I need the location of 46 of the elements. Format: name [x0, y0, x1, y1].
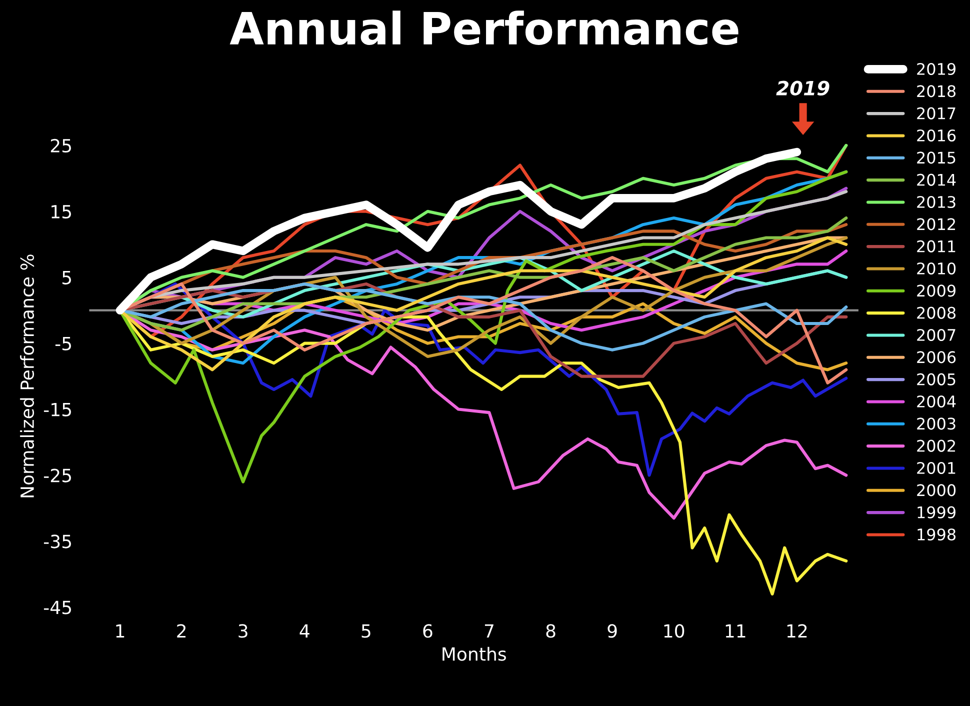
y-tick-label: -35	[44, 534, 71, 548]
y-axis-title: Normalized Performance %	[20, 254, 34, 498]
y-tick-label: -15	[44, 402, 71, 416]
y-tick-label: 25	[50, 138, 71, 153]
legend-label: 2005	[917, 373, 956, 386]
legend-label: 2013	[917, 196, 956, 208]
x-tick-label: 12	[787, 624, 807, 638]
legend-label: 2004	[917, 395, 956, 408]
legend-label: 2014	[917, 174, 956, 186]
legend-label: 2001	[917, 462, 956, 474]
legend-label: 1999	[918, 506, 956, 518]
x-tick-label: 10	[664, 624, 684, 638]
legend-label: 2010	[917, 262, 956, 275]
legend-label: 2015	[917, 152, 956, 164]
legend-label: 2000	[917, 484, 956, 496]
legend-label: 2019	[917, 62, 956, 76]
x-tick-label: 5	[362, 624, 370, 638]
legend-label: 1998	[918, 528, 956, 541]
y-tick-label: -45	[44, 600, 71, 614]
legend-label: 2003	[917, 418, 956, 430]
y-tick-label: 15	[52, 205, 71, 219]
legend-label: 2018	[917, 85, 956, 98]
legend-label: 2008	[917, 306, 956, 319]
chart-title: Annual Performance	[230, 10, 738, 45]
legend-label: 2017	[917, 107, 956, 120]
x-tick-label: 6	[423, 624, 432, 638]
y-tick-label: 5	[62, 271, 71, 284]
x-tick-label: 3	[238, 624, 248, 638]
legend-label: 2006	[917, 351, 956, 364]
legend-label: 2012	[917, 218, 955, 230]
x-tick-label: 2	[177, 624, 186, 638]
x-tick-label: 1	[116, 624, 124, 638]
legend-label: 2007	[917, 328, 956, 342]
x-tick-label: 7	[484, 624, 494, 638]
y-tick-label: -5	[55, 337, 71, 350]
x-axis-title: Months	[442, 646, 506, 661]
legend-label: 2011	[917, 240, 956, 252]
legend-label: 2009	[917, 284, 956, 297]
y-tick-label: -25	[44, 468, 71, 482]
legend-label: 2002	[917, 440, 955, 452]
legend-label: 2016	[917, 129, 956, 142]
x-tick-label: 4	[300, 624, 310, 638]
x-tick-label: 9	[608, 624, 617, 638]
text: 2019	[776, 80, 830, 96]
x-tick-label: 8	[546, 624, 556, 638]
x-tick-label: 11	[726, 624, 746, 638]
